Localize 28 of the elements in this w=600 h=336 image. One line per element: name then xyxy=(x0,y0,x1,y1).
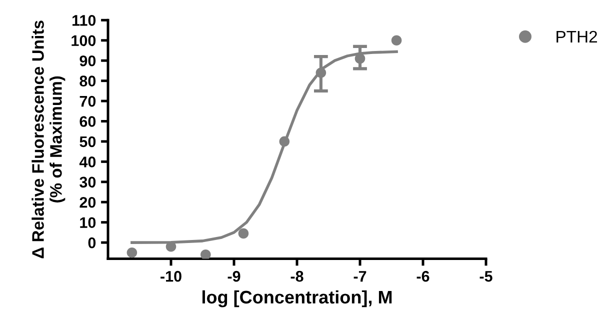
x-axis-title: log [Concentration], M xyxy=(202,290,392,308)
point xyxy=(126,248,138,258)
y-tick-label: 60 xyxy=(80,116,96,127)
y-axis-title: Δ Relative Fluorescence Units (% of Maximum) xyxy=(32,20,66,258)
y-tick-label: 110 xyxy=(72,15,96,26)
y-tick-label: 0 xyxy=(88,237,96,248)
y-tick-label: 30 xyxy=(80,176,96,188)
y-tick-label: 50 xyxy=(80,136,96,148)
x-tick-label: -9 xyxy=(228,270,240,282)
y-tick-label: 20 xyxy=(80,196,96,208)
legend-label: PTH2 xyxy=(556,30,597,42)
x-tick-label: -10 xyxy=(160,270,182,282)
y-tick-label: 90 xyxy=(80,55,96,66)
y-tick-label: 100 xyxy=(72,35,96,46)
point xyxy=(238,228,249,239)
point xyxy=(200,250,211,259)
x-tick-label: -6 xyxy=(416,270,430,282)
x-tick-label: -5 xyxy=(480,271,492,282)
point xyxy=(354,53,366,64)
point xyxy=(391,35,402,46)
y-tick-label: 70 xyxy=(80,96,96,107)
x-tick-label: -7 xyxy=(354,271,366,282)
y-tick-label: 40 xyxy=(79,156,96,168)
y-tick-label: 80 xyxy=(80,76,96,86)
y-tick-label: 10 xyxy=(80,217,96,228)
point xyxy=(279,136,290,147)
x-tick-label: -8 xyxy=(290,270,304,282)
point xyxy=(316,68,326,78)
